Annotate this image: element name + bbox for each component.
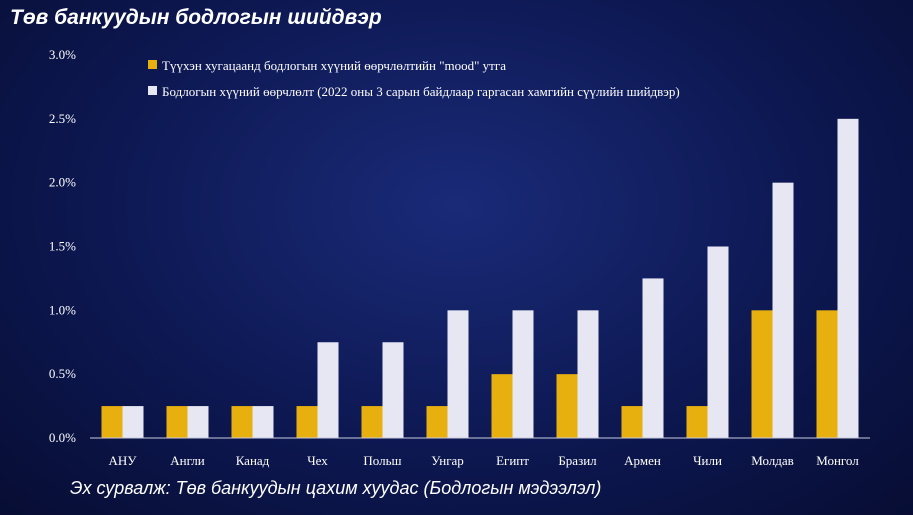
bars <box>101 118 859 438</box>
bar-series-1 <box>751 310 773 438</box>
legend-label-1: Түүхэн хугацаанд бодлогын хүүний өөрчлөл… <box>162 58 506 73</box>
x-tick-label: Бразил <box>558 453 597 468</box>
x-tick-label: Армен <box>624 453 661 468</box>
x-tick-label: Польш <box>363 453 401 468</box>
y-tick-label: 0.0% <box>49 430 76 445</box>
bar-series-2 <box>447 310 469 438</box>
bar-series-2 <box>707 246 729 438</box>
x-tick-label: Англи <box>170 453 205 468</box>
bar-series-1 <box>816 310 838 438</box>
y-tick-label: 1.5% <box>49 239 76 254</box>
bar-series-2 <box>642 278 664 438</box>
x-tick-label: Молдав <box>751 453 794 468</box>
x-axis: АНУ Англи Канад Чех Польш Унгар Египт Бразил Арм… <box>90 437 870 468</box>
x-tick-label: Канад <box>236 453 270 468</box>
y-tick-label: 3.0% <box>49 47 76 62</box>
legend-swatch-2 <box>148 86 157 95</box>
x-tick-label: Унгар <box>431 453 464 468</box>
bar-series-2 <box>772 182 794 438</box>
x-tick-label: Чех <box>307 453 328 468</box>
x-tick-label: Египт <box>496 453 529 468</box>
bar-series-2 <box>382 342 404 438</box>
bar-series-1 <box>231 406 253 438</box>
bar-series-1 <box>491 374 513 438</box>
bar-series-1 <box>556 374 578 438</box>
bar-series-1 <box>361 406 383 438</box>
bar-series-2 <box>577 310 599 438</box>
legend-swatch-1 <box>148 60 157 69</box>
bar-series-2 <box>187 406 209 438</box>
x-tick-label: Монгол <box>816 453 859 468</box>
bar-series-1 <box>101 406 123 438</box>
bar-series-1 <box>426 406 448 438</box>
bar-series-2 <box>252 406 274 438</box>
source-note: Эх сурвалж: Төв банкуудын цахим хуудас (… <box>70 478 602 498</box>
chart-title: Төв банкуудын бодлогын шийдвэр <box>10 6 382 29</box>
bar-series-2 <box>317 342 339 438</box>
bar-series-1 <box>686 406 708 438</box>
y-tick-label: 2.5% <box>49 111 76 126</box>
y-axis: 0.0% 0.5% 1.0% 1.5% 2.0% 2.5% 3.0% <box>49 47 76 445</box>
legend-label-2: Бодлогын хүүний өөрчлөлт (2022 оны 3 сар… <box>162 84 680 99</box>
bar-series-2 <box>837 118 859 438</box>
bar-series-2 <box>512 310 534 438</box>
bar-series-1 <box>166 406 188 438</box>
x-tick-label: Чили <box>693 453 722 468</box>
y-tick-label: 2.0% <box>49 175 76 190</box>
x-tick-label: АНУ <box>109 453 138 468</box>
bar-series-1 <box>621 406 643 438</box>
legend: Түүхэн хугацаанд бодлогын хүүний өөрчлөл… <box>148 58 680 99</box>
y-tick-label: 1.0% <box>49 302 76 317</box>
bar-series-1 <box>296 406 318 438</box>
y-tick-label: 0.5% <box>49 366 76 381</box>
bar-series-2 <box>122 406 144 438</box>
